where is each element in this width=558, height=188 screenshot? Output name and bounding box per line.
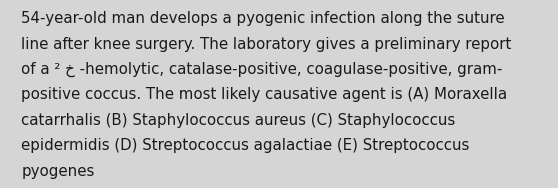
Text: pyogenes: pyogenes — [21, 164, 94, 179]
Text: line after knee surgery. The laboratory gives a preliminary report: line after knee surgery. The laboratory … — [21, 37, 512, 52]
Text: catarrhalis (B) Staphylococcus aureus (C) Staphylococcus: catarrhalis (B) Staphylococcus aureus (C… — [21, 113, 455, 128]
Text: positive coccus. The most likely causative agent is (A) Moraxella: positive coccus. The most likely causati… — [21, 87, 507, 102]
Text: of a ² خ -hemolytic, catalase-positive, coagulase-positive, gram-: of a ² خ -hemolytic, catalase-positive, … — [21, 62, 503, 77]
Text: 54-year-old man develops a pyogenic infection along the suture: 54-year-old man develops a pyogenic infe… — [21, 11, 505, 26]
Text: epidermidis (D) Streptococcus agalactiae (E) Streptococcus: epidermidis (D) Streptococcus agalactiae… — [21, 138, 470, 153]
